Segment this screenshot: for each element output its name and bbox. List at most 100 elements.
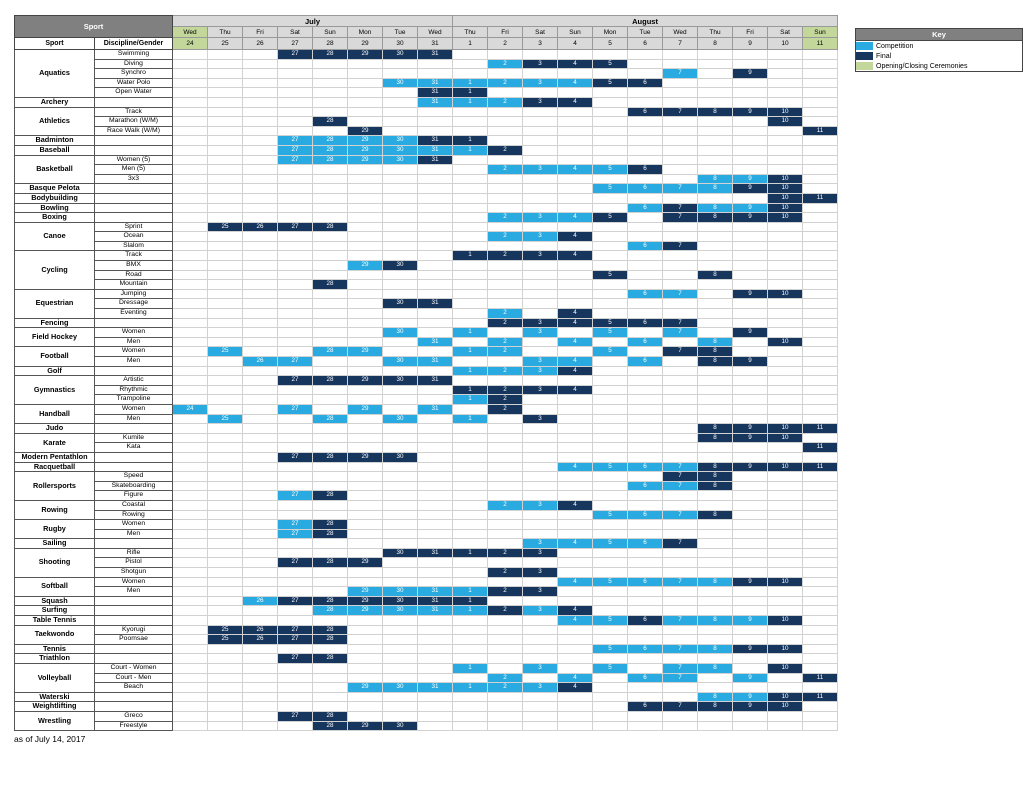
empty-cell xyxy=(452,615,489,626)
empty-cell xyxy=(732,308,769,319)
final-cell: 5 xyxy=(592,212,629,223)
empty-cell xyxy=(172,68,208,79)
empty-cell xyxy=(242,317,278,329)
empty-cell xyxy=(207,403,243,415)
day-header: Thu xyxy=(207,26,243,38)
empty-cell xyxy=(592,298,629,310)
empty-cell xyxy=(312,384,348,396)
empty-cell xyxy=(172,471,208,482)
empty-cell xyxy=(487,624,524,636)
discipline-label: Pistol xyxy=(94,557,173,569)
final-cell: 4 xyxy=(557,308,594,319)
discipline-column-header: Discipline/Gender xyxy=(94,37,173,50)
empty-cell xyxy=(662,279,699,290)
empty-cell xyxy=(207,135,243,146)
empty-cell xyxy=(557,595,594,607)
discipline-label: Men xyxy=(94,528,173,540)
final-cell: 4 xyxy=(557,250,594,262)
empty-cell xyxy=(242,231,278,242)
competition-cell: 6 xyxy=(627,672,664,684)
final-cell: 28 xyxy=(312,634,348,645)
empty-cell xyxy=(172,365,208,377)
empty-cell xyxy=(242,643,278,655)
empty-cell xyxy=(242,240,278,252)
empty-cell xyxy=(242,96,278,108)
empty-cell xyxy=(347,288,383,300)
empty-cell xyxy=(277,106,313,118)
empty-cell xyxy=(452,164,489,175)
empty-cell xyxy=(242,394,278,405)
empty-cell xyxy=(732,116,769,127)
empty-cell xyxy=(416,432,454,444)
competition-cell: 27 xyxy=(277,356,313,367)
empty-cell xyxy=(627,116,664,127)
empty-cell xyxy=(697,672,734,684)
sport-label: Archery xyxy=(14,96,95,108)
empty-cell xyxy=(732,240,769,252)
competition-cell: 7 xyxy=(662,461,699,473)
empty-cell xyxy=(627,327,664,338)
empty-cell xyxy=(732,298,769,310)
empty-cell xyxy=(207,327,243,338)
discipline-label: Dressage xyxy=(94,298,173,310)
empty-cell xyxy=(802,682,839,693)
empty-cell xyxy=(172,106,208,118)
competition-cell: 2 xyxy=(487,499,524,511)
empty-cell xyxy=(312,327,348,338)
empty-cell xyxy=(557,509,594,521)
sport-label: Canoe xyxy=(14,221,95,252)
empty-cell xyxy=(416,250,454,262)
empty-cell xyxy=(522,192,559,204)
competition-cell: 31 xyxy=(416,77,454,89)
empty-cell xyxy=(557,202,594,214)
empty-cell xyxy=(277,58,313,70)
empty-cell xyxy=(697,288,734,300)
final-cell: 9 xyxy=(732,432,769,444)
empty-cell xyxy=(592,595,629,607)
discipline-label: Track xyxy=(94,250,173,262)
empty-cell xyxy=(697,413,734,425)
empty-cell xyxy=(487,106,524,118)
date-header: 2 xyxy=(487,37,524,50)
competition-cell: 1 xyxy=(452,586,489,597)
empty-cell xyxy=(592,471,629,482)
empty-cell xyxy=(732,164,769,175)
competition-cell: 6 xyxy=(627,538,664,549)
empty-cell xyxy=(697,144,734,156)
competition-cell: 30 xyxy=(382,135,418,146)
final-swatch xyxy=(856,52,873,60)
empty-cell xyxy=(347,567,383,578)
empty-cell xyxy=(416,413,454,425)
discipline-label xyxy=(94,423,173,434)
empty-cell xyxy=(557,480,594,492)
empty-cell xyxy=(207,576,243,588)
empty-cell xyxy=(662,135,699,146)
empty-cell xyxy=(557,653,594,664)
empty-cell xyxy=(557,260,594,271)
empty-cell xyxy=(767,125,804,137)
empty-cell xyxy=(312,701,348,712)
empty-cell xyxy=(347,490,383,501)
empty-cell xyxy=(697,365,734,377)
empty-cell xyxy=(172,624,208,636)
final-cell: 4 xyxy=(557,499,594,511)
discipline-label: Eventing xyxy=(94,308,173,319)
final-cell: 4 xyxy=(557,58,594,70)
empty-cell xyxy=(416,509,454,521)
empty-cell xyxy=(522,221,559,233)
final-cell: 10 xyxy=(767,288,804,300)
empty-cell xyxy=(732,269,769,281)
competition-cell: 9 xyxy=(732,672,769,684)
empty-cell xyxy=(662,116,699,127)
empty-cell xyxy=(452,231,489,242)
empty-cell xyxy=(277,183,313,194)
competition-cell: 4 xyxy=(557,576,594,588)
empty-cell xyxy=(452,58,489,70)
sport-label: Basque Pelota xyxy=(14,183,95,194)
empty-cell xyxy=(487,557,524,569)
final-cell: 29 xyxy=(347,557,383,569)
empty-cell xyxy=(662,682,699,693)
sport-label: Judo xyxy=(14,423,95,434)
competition-cell: 5 xyxy=(592,461,629,473)
competition-cell: 8 xyxy=(697,576,734,588)
